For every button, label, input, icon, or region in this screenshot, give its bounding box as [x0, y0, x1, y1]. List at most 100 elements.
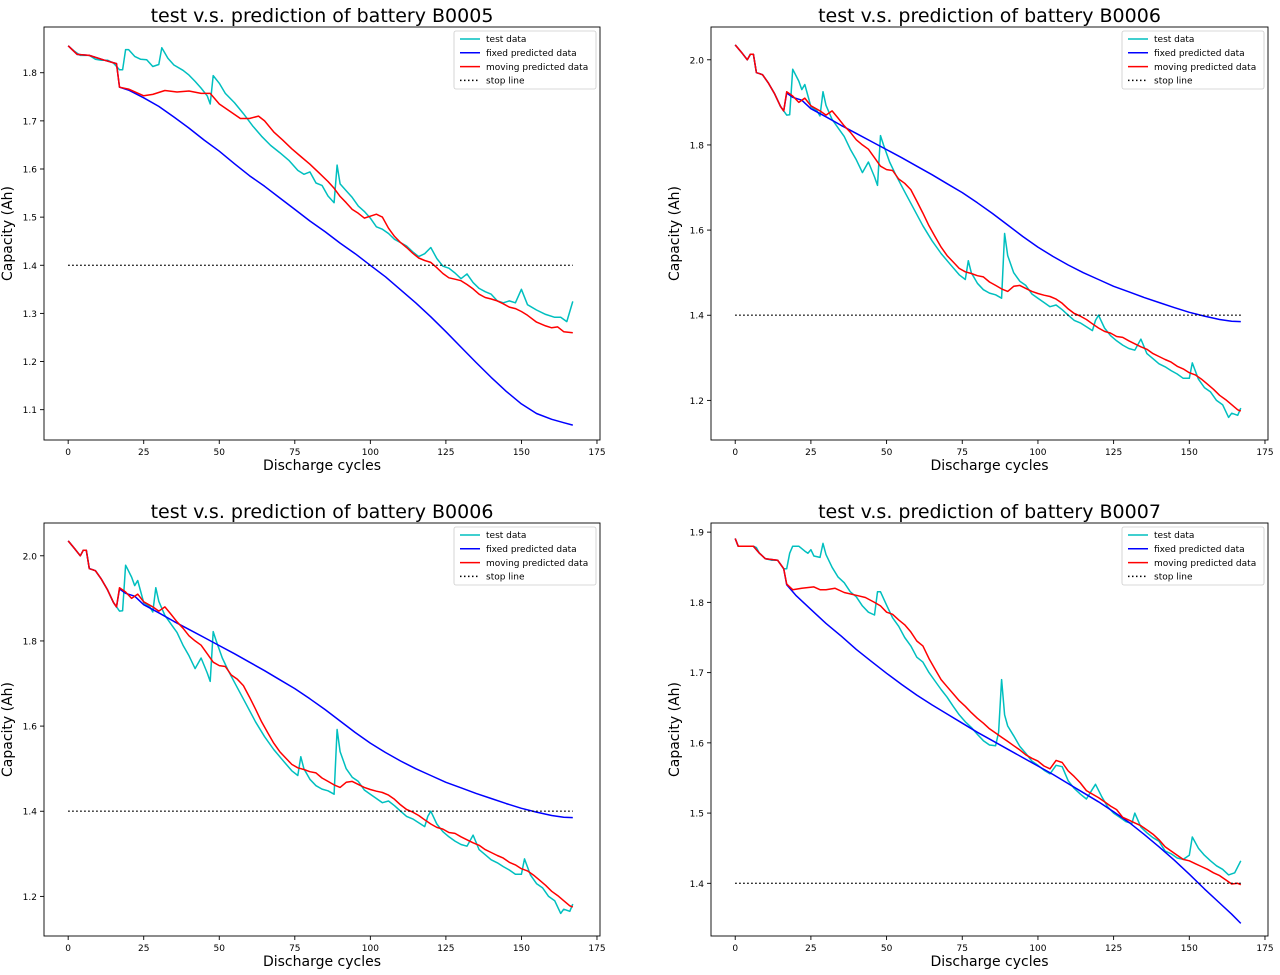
y-axis-label: Capacity (Ah)	[667, 186, 683, 281]
x-tick-label: 50	[214, 448, 226, 458]
x-tick-label: 25	[138, 448, 149, 458]
y-axis-label: Capacity (Ah)	[0, 186, 16, 281]
series-line-test-data	[734, 44, 1242, 419]
y-axis-label: Capacity (Ah)	[0, 682, 16, 777]
y-tick-label: 1.5	[23, 214, 37, 224]
y-tick-label: 1.7	[23, 117, 37, 127]
x-tick-label: 175	[1256, 448, 1273, 458]
legend-entry: fixed predicted data	[486, 49, 577, 59]
x-tick-label: 50	[881, 944, 893, 954]
x-tick-label: 175	[588, 944, 605, 954]
x-tick-label: 0	[65, 944, 71, 954]
x-tick-label: 50	[214, 944, 226, 954]
y-tick-label: 1.7	[690, 669, 704, 679]
series-line-fixed-predicted-data	[734, 538, 1242, 924]
x-tick-label: 75	[289, 448, 300, 458]
y-tick-label: 1.9	[690, 529, 705, 539]
legend-entry: test data	[486, 531, 526, 541]
y-tick-label: 1.4	[690, 312, 705, 322]
y-tick-label: 1.6	[23, 165, 38, 175]
y-tick-label: 1.8	[23, 69, 38, 79]
x-tick-label: 0	[732, 448, 738, 458]
legend-entry: fixed predicted data	[486, 545, 577, 555]
x-tick-label: 0	[65, 448, 71, 458]
y-tick-label: 1.6	[690, 227, 705, 237]
y-tick-label: 1.4	[690, 880, 705, 890]
chart-title: test v.s. prediction of battery B0006	[151, 501, 494, 523]
legend-entry: moving predicted data	[486, 63, 588, 73]
legend-entry: fixed predicted data	[1154, 545, 1245, 555]
series-line-moving-predicted-data	[734, 44, 1242, 412]
x-tick-label: 75	[289, 944, 300, 954]
x-tick-label: 150	[513, 944, 530, 954]
x-tick-label: 75	[957, 448, 968, 458]
y-tick-label: 1.4	[23, 808, 38, 818]
x-tick-label: 125	[1105, 448, 1122, 458]
y-tick-label: 1.6	[690, 739, 705, 749]
x-tick-label: 100	[1029, 448, 1046, 458]
legend-entry: stop line	[486, 77, 525, 87]
y-tick-label: 1.4	[23, 262, 38, 272]
legend-box	[1121, 30, 1265, 90]
chart-title: test v.s. prediction of battery B0005	[151, 5, 494, 27]
legend: test data fixed predicted data moving pred…	[1121, 526, 1265, 586]
y-tick-label: 1.8	[23, 637, 38, 647]
y-tick-label: 1.2	[23, 893, 37, 903]
y-tick-label: 1.3	[23, 310, 37, 320]
legend-box	[1121, 526, 1265, 586]
x-tick-label: 125	[437, 448, 454, 458]
legend-entry: test data	[486, 35, 526, 45]
y-axis-label: Capacity (Ah)	[667, 682, 683, 777]
chart-panel-1: test v.s. prediction of battery B0005 0 25…	[0, 5, 606, 474]
chart-panel-4: test v.s. prediction of battery B0007 0 25…	[667, 501, 1274, 970]
x-axis-label: Discharge cycles	[263, 954, 381, 970]
x-tick-label: 125	[437, 944, 454, 954]
axes-frame	[43, 26, 601, 441]
x-tick-label: 125	[1105, 944, 1122, 954]
series-line-test-data	[67, 45, 574, 323]
series-line-test-data	[67, 540, 574, 915]
x-tick-label: 0	[732, 944, 738, 954]
axes-frame	[43, 522, 601, 937]
y-tick-label: 1.2	[690, 397, 704, 407]
series-line-moving-predicted-data	[67, 540, 574, 908]
y-tick-label: 2.0	[23, 552, 38, 562]
legend-entry: test data	[1154, 35, 1194, 45]
series-line-moving-predicted-data	[67, 45, 573, 334]
x-tick-label: 25	[805, 944, 816, 954]
series-line-moving-predicted-data	[734, 538, 1242, 886]
legend-box	[453, 30, 597, 90]
x-tick-label: 25	[805, 448, 816, 458]
legend: test data fixed predicted data moving pred…	[453, 30, 597, 90]
x-axis-label: Discharge cycles	[930, 954, 1048, 970]
legend-entry: test data	[1154, 531, 1194, 541]
legend-entry: stop line	[1154, 573, 1193, 583]
x-tick-label: 100	[362, 944, 379, 954]
chart-title: test v.s. prediction of battery B0007	[818, 501, 1161, 523]
x-tick-label: 150	[513, 448, 530, 458]
legend-entry: stop line	[486, 573, 525, 583]
x-tick-label: 175	[588, 448, 605, 458]
y-tick-label: 1.5	[690, 810, 704, 820]
chart-panel-2: test v.s. prediction of battery B0006 0 25…	[667, 5, 1274, 474]
legend-entry: moving predicted data	[1154, 559, 1256, 569]
legend-entry: moving predicted data	[486, 559, 588, 569]
chart-panel-3: test v.s. prediction of battery B0006 0 25…	[0, 501, 606, 970]
x-tick-label: 50	[881, 448, 893, 458]
legend: test data fixed predicted data moving pred…	[453, 526, 597, 586]
legend-box	[453, 526, 597, 586]
y-tick-label: 2.0	[690, 56, 705, 66]
series-line-fixed-predicted-data	[67, 45, 573, 426]
x-tick-label: 150	[1181, 448, 1198, 458]
y-tick-label: 1.2	[23, 358, 37, 368]
x-tick-label: 100	[362, 448, 379, 458]
x-axis-label: Discharge cycles	[263, 458, 381, 474]
x-tick-label: 75	[957, 944, 968, 954]
x-axis-label: Discharge cycles	[930, 458, 1048, 474]
x-tick-label: 175	[1256, 944, 1273, 954]
series-line-test-data	[734, 538, 1242, 876]
legend-entry: fixed predicted data	[1154, 49, 1245, 59]
legend: test data fixed predicted data moving pred…	[1121, 30, 1265, 90]
x-tick-label: 25	[138, 944, 149, 954]
